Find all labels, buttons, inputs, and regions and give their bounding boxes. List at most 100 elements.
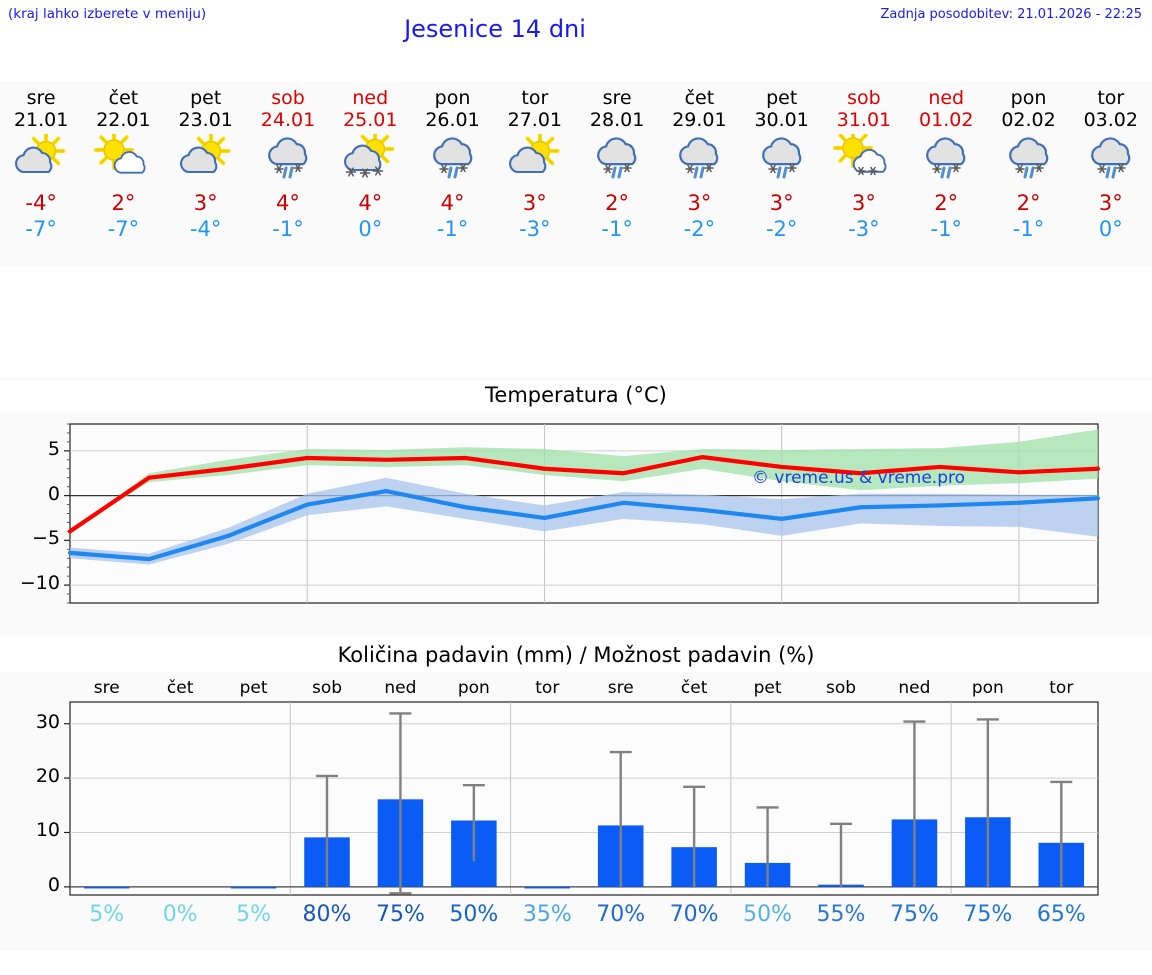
day-temp-min: -4°: [189, 217, 222, 241]
day-column-7[interactable]: sre 28.01 2° -1°: [576, 82, 658, 266]
prec-day-label: pet: [753, 678, 782, 698]
prec-day-label: pon: [457, 678, 490, 698]
day-name: sre: [602, 87, 632, 109]
day-temp-max: 4°: [440, 191, 465, 215]
cloud-rain-snow-icon: [987, 134, 1069, 186]
prec-day-label: pet: [239, 678, 268, 698]
day-column-10[interactable]: sob 31.01 3° -3°: [823, 82, 905, 266]
precipitation-probability-label: 75%: [889, 902, 939, 927]
day-date: 03.02: [1083, 109, 1138, 131]
day-name: čet: [108, 87, 139, 109]
day-temp-max: 3°: [193, 191, 218, 215]
precipitation-probability-label: 5%: [236, 902, 272, 927]
precipitation-probability-label: 35%: [522, 902, 572, 927]
day-name: čet: [684, 87, 715, 109]
temp-y-tick: 0: [47, 482, 60, 505]
day-date: 21.01: [13, 109, 69, 131]
day-column-11[interactable]: ned 01.02 2° -1°: [905, 82, 987, 266]
precipitation-probability-label: 75%: [375, 902, 425, 927]
day-name: tor: [521, 87, 549, 109]
cloud-rain-snow-icon: [658, 134, 740, 186]
day-temp-min: -2°: [765, 217, 798, 241]
temp-y-tick: −10: [19, 572, 60, 595]
page-title: Jesenice 14 dni: [404, 15, 586, 43]
precipitation-plot: [0, 680, 1152, 950]
day-name: pet: [190, 87, 222, 109]
day-temp-min: -3°: [519, 217, 551, 241]
day-name: ned: [352, 87, 389, 109]
precipitation-probability-label: 70%: [596, 902, 646, 927]
page-header: (kraj lahko izberete v meniju) Jesenice …: [0, 0, 1152, 74]
day-temp-min: -3°: [848, 217, 880, 241]
day-temp-min: -1°: [930, 217, 962, 241]
day-column-8[interactable]: čet 29.01 3° -2°: [658, 82, 740, 266]
prec-y-tick: 30: [35, 710, 60, 733]
prec-y-tick: 10: [35, 819, 60, 842]
day-temp-min: 0°: [1098, 217, 1123, 241]
day-name: ned: [928, 87, 965, 109]
day-temp-max: 2°: [934, 191, 959, 215]
cloud-rain-snow-icon: [905, 134, 987, 186]
precipitation-probability-label: 55%: [816, 902, 866, 927]
day-name: pon: [1010, 87, 1047, 109]
prec-y-tick: 0: [47, 873, 60, 896]
day-temp-min: -1°: [601, 217, 633, 241]
prec-day-label: čet: [166, 678, 194, 698]
day-temp-max: 2°: [605, 191, 630, 215]
day-date: 23.01: [178, 109, 233, 131]
prec-day-label: sob: [311, 678, 343, 698]
day-date: 28.01: [589, 109, 645, 131]
precipitation-probability-label: 50%: [449, 902, 499, 927]
last-update-text: Zadnja posodobitev: 21.01.2026 - 22:25: [880, 7, 1142, 22]
day-temp-min: -7°: [107, 217, 140, 241]
day-column-6[interactable]: tor 27.01 3° -3°: [494, 82, 576, 266]
day-column-3[interactable]: sob 24.01 4° -1°: [247, 82, 329, 266]
day-temp-max: 3°: [687, 191, 712, 215]
temperature-chart-panel: Temperatura (°C) 5 0 −5 −10: [0, 378, 1152, 636]
sun-behind-cloud-snow-icon: [329, 134, 411, 186]
sun-behind-small-cloud-icon: [82, 134, 164, 186]
sun-behind-cloud-snow-icon: [823, 134, 905, 186]
precipitation-chart-title: Količina padavin (mm) / Možnost padavin …: [0, 640, 1152, 672]
day-date: 25.01: [343, 109, 398, 131]
day-temp-min: 0°: [358, 217, 383, 241]
cloud-rain-snow-icon: [411, 134, 493, 186]
day-column-1[interactable]: čet 22.01 2° -7°: [82, 82, 164, 266]
prec-day-label: sob: [825, 678, 857, 698]
day-date: 26.01: [425, 109, 480, 131]
day-column-13[interactable]: tor 03.02 3° 0°: [1070, 82, 1152, 266]
day-temp-min: -1°: [436, 217, 469, 241]
day-temp-max: 3°: [1098, 191, 1123, 215]
day-temp-max: 4°: [358, 191, 383, 215]
day-column-2[interactable]: pet 23.01 3° -4°: [165, 82, 247, 266]
precipitation-probability-label: 80%: [302, 902, 352, 927]
menu-hint-text: (kraj lahko izberete v meniju): [8, 6, 207, 22]
day-column-4[interactable]: ned 25.01 4° 0°: [329, 82, 411, 266]
day-name: pon: [434, 87, 471, 109]
cloud-rain-snow-icon: [1070, 134, 1152, 186]
day-temp-min: -2°: [683, 217, 716, 241]
day-date: 29.01: [672, 109, 727, 131]
day-date: 22.01: [96, 109, 151, 131]
prec-day-label: pon: [971, 678, 1004, 698]
day-temp-min: -1°: [1012, 217, 1045, 241]
cloud-rain-snow-icon: [741, 134, 823, 186]
prec-day-label: ned: [384, 678, 417, 698]
sun-behind-cloud-icon: [494, 134, 576, 186]
day-temp-max: 2°: [1016, 191, 1041, 215]
temperature-plot: [0, 410, 1152, 636]
cloud-rain-snow-icon: [247, 134, 329, 186]
day-column-12[interactable]: pon 02.02 2° -1°: [987, 82, 1069, 266]
day-temp-min: -1°: [272, 217, 304, 241]
day-temp-max: 3°: [522, 191, 547, 215]
day-column-0[interactable]: sre 21.01 -4° -7°: [0, 82, 82, 266]
day-column-9[interactable]: pet 30.01 3° -2°: [741, 82, 823, 266]
day-date: 01.02: [919, 109, 974, 131]
sun-behind-cloud-icon: [0, 134, 82, 186]
precipitation-probability-label: 75%: [963, 902, 1013, 927]
day-temp-max: 3°: [769, 191, 794, 215]
day-name: sre: [26, 87, 56, 109]
day-column-5[interactable]: pon 26.01 4° -1°: [411, 82, 493, 266]
day-date: 02.02: [1001, 109, 1056, 131]
prec-day-label: čet: [680, 678, 708, 698]
